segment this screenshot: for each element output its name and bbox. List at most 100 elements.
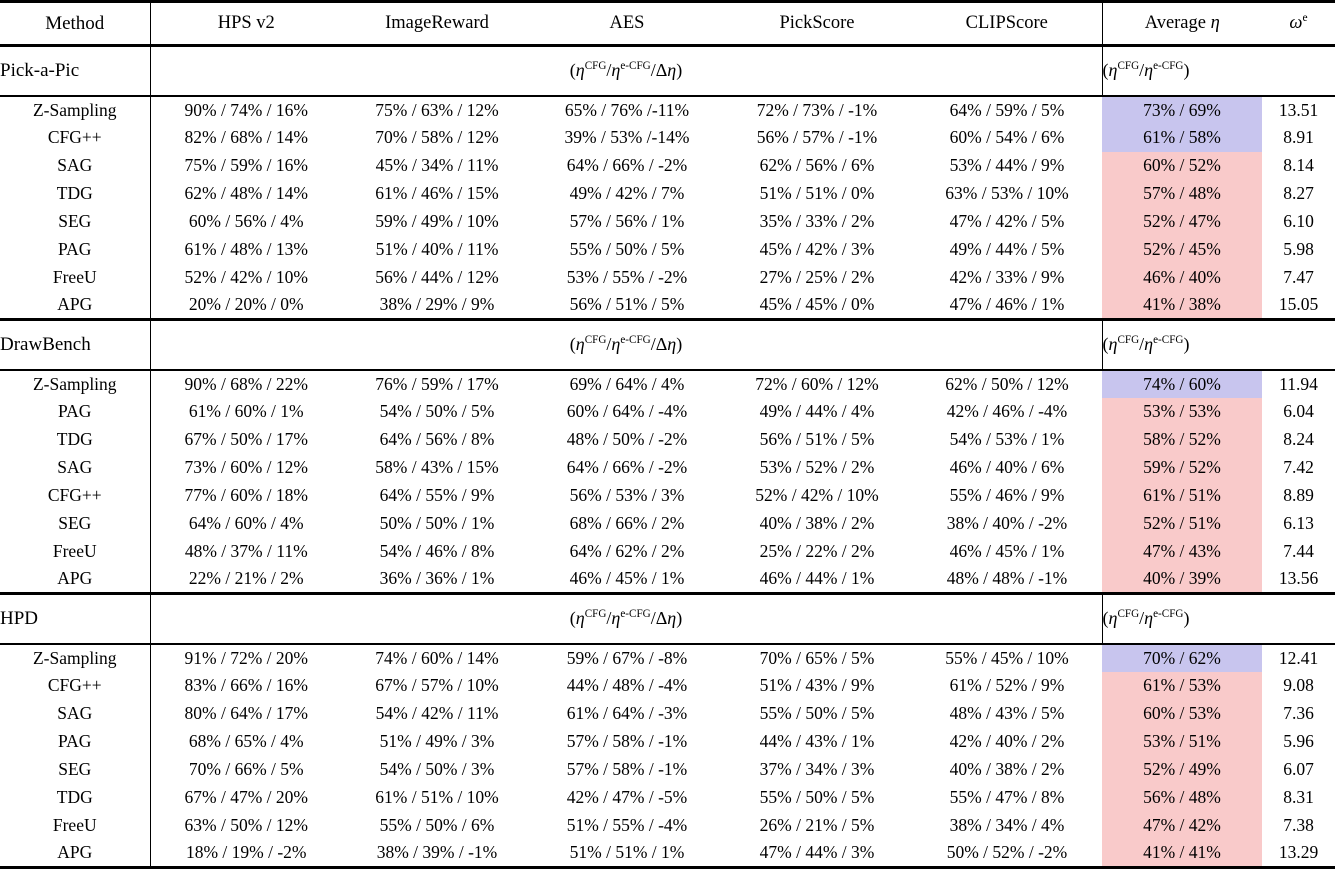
- row-freeu: FreeU 48% / 37% / 11% 54% / 46% / 8% 64% / …: [0, 537, 1335, 566]
- row-pag: PAG 61% / 60% / 1% 54% / 50% / 5% 60% / 64%…: [0, 397, 1335, 426]
- metric-value-cell: 51% / 43% / 9%: [759, 675, 875, 695]
- method-cell: Z-Sampling: [0, 95, 151, 124]
- metric-value-cell: 50% / 50% / 1%: [379, 513, 495, 533]
- paper-results-table-figure: Method HPS v2 ImageReward AES PickScore …: [0, 0, 1335, 869]
- row-pag: PAG 61% / 48% / 13% 51% / 40% / 11% 55% / 5…: [0, 235, 1335, 264]
- metric-value-cell: 68% / 66% / 2%: [569, 513, 685, 533]
- row-freeu: FreeU 63% / 50% / 12% 55% / 50% / 6% 51% / …: [0, 811, 1335, 840]
- metric-value-cell: 67% / 47% / 20%: [184, 787, 308, 807]
- metric-value-cell: 51% / 51% / 0%: [759, 183, 875, 203]
- metric-value-cell: 64% / 59% / 5%: [949, 99, 1065, 120]
- section-header-row: DrawBench (ηCFG/ηe-CFG/Δη) (ηCFG/ηe-CFG): [0, 319, 1335, 370]
- row-z-sampling: Z-Sampling 90% / 74% / 16% 75% / 63% / 12%…: [0, 95, 1335, 124]
- metric-value-cell: 46% / 40% / 6%: [949, 457, 1065, 477]
- average-value-cell: 47% / 42%: [1102, 811, 1262, 840]
- metric-value-cell: 73% / 60% / 12%: [184, 457, 308, 477]
- omega-value-cell: 7.38: [1283, 815, 1314, 835]
- method-cell: PAG: [0, 235, 151, 264]
- method-cell: PAG: [0, 397, 151, 426]
- row-sag: SAG 80% / 64% / 17% 54% / 42% / 11% 61% / 6…: [0, 699, 1335, 728]
- omega-value-cell: 13.29: [1278, 842, 1319, 863]
- method-cell: SEG: [0, 509, 151, 538]
- metric-value-cell: 49% / 42% / 7%: [569, 183, 685, 203]
- average-value-cell: 70% / 62%: [1102, 643, 1262, 672]
- metric-value-cell: 51% / 55% / -4%: [566, 815, 688, 835]
- metric-value-cell: 40% / 38% / 2%: [949, 759, 1065, 779]
- metric-value-cell: 60% / 56% / 4%: [188, 211, 304, 231]
- metric-value-cell: 61% / 51% / 10%: [375, 787, 499, 807]
- metric-value-cell: 55% / 45% / 10%: [945, 647, 1069, 668]
- metric-value-cell: 70% / 58% / 12%: [375, 127, 499, 147]
- metric-value-cell: 55% / 50% / 6%: [379, 815, 495, 835]
- metric-value-cell: 59% / 49% / 10%: [375, 211, 499, 231]
- average-value-cell: 53% / 51%: [1102, 727, 1262, 756]
- omega-value-cell: 7.44: [1283, 541, 1314, 561]
- metric-value-cell: 69% / 64% / 4%: [569, 373, 685, 394]
- metric-value-cell: 56% / 53% / 3%: [569, 485, 685, 505]
- average-formula: (ηCFG/ηe-CFG): [1101, 45, 1335, 96]
- metric-value-cell: 25% / 22% / 2%: [759, 541, 875, 561]
- average-value-cell: 40% / 39%: [1102, 565, 1262, 594]
- metric-value-cell: 72% / 60% / 12%: [755, 373, 879, 394]
- average-value-cell: 61% / 58%: [1102, 123, 1262, 152]
- method-cell: APG: [0, 565, 151, 594]
- metric-value-cell: 61% / 52% / 9%: [949, 675, 1065, 695]
- average-value-cell: 52% / 51%: [1102, 509, 1262, 538]
- row-tdg: TDG 62% / 48% / 14% 61% / 46% / 15% 49% / 4…: [0, 179, 1335, 208]
- method-cell: TDG: [0, 783, 151, 812]
- omega-value-cell: 7.42: [1283, 457, 1314, 477]
- method-column-header: Method: [0, 1, 151, 46]
- metric-value-cell: 48% / 50% / -2%: [566, 429, 688, 449]
- section-header-row: HPD (ηCFG/ηe-CFG/Δη) (ηCFG/ηe-CFG): [0, 593, 1335, 644]
- metric-value-cell: 38% / 39% / -1%: [376, 842, 498, 863]
- omega-value-cell: 13.56: [1278, 568, 1319, 589]
- metric-value-cell: 63% / 53% / 10%: [945, 183, 1069, 203]
- row-freeu: FreeU 52% / 42% / 10% 56% / 44% / 12% 53% /…: [0, 263, 1335, 292]
- metric-value-cell: 57% / 58% / -1%: [566, 731, 688, 751]
- metric-value-cell: 61% / 46% / 15%: [375, 183, 499, 203]
- section-title: Pick-a-Pic: [0, 45, 151, 96]
- metric-value-cell: 51% / 40% / 11%: [375, 239, 499, 259]
- metric-value-cell: 83% / 66% / 16%: [184, 675, 308, 695]
- metric-value-cell: 55% / 50% / 5%: [569, 239, 685, 259]
- column-header-row: Method HPS v2 ImageReward AES PickScore …: [0, 1, 1335, 46]
- metric-value-cell: 52% / 42% / 10%: [184, 267, 308, 287]
- metric-value-cell: 62% / 50% / 12%: [945, 373, 1069, 394]
- section-title: HPD: [0, 593, 151, 644]
- omega-value-cell: 6.04: [1283, 401, 1314, 421]
- method-cell: CFG++: [0, 481, 151, 510]
- metric-value-cell: 64% / 60% / 4%: [188, 513, 304, 533]
- metric-value-cell: 67% / 50% / 17%: [184, 429, 308, 449]
- method-cell: CFG++: [0, 671, 151, 700]
- metric-value-cell: 27% / 25% / 2%: [759, 267, 875, 287]
- metric-value-cell: 56% / 57% / -1%: [756, 127, 878, 147]
- metric-value-cell: 61% / 64% / -3%: [566, 703, 688, 723]
- average-value-cell: 58% / 52%: [1102, 425, 1262, 454]
- metric-value-cell: 67% / 57% / 10%: [375, 675, 499, 695]
- metric-value-cell: 55% / 46% / 9%: [949, 485, 1065, 505]
- metric-value-cell: 45% / 45% / 0%: [759, 294, 875, 315]
- metric-value-cell: 50% / 52% / -2%: [946, 842, 1068, 863]
- metric-value-cell: 62% / 48% / 14%: [184, 183, 308, 203]
- metric-value-cell: 80% / 64% / 17%: [184, 703, 308, 723]
- row-tdg: TDG 67% / 47% / 20% 61% / 51% / 10% 42% / 4…: [0, 783, 1335, 812]
- method-cell: FreeU: [0, 537, 151, 566]
- omega-value-cell: 12.41: [1278, 647, 1319, 668]
- metric-value-cell: 47% / 44% / 3%: [759, 842, 875, 863]
- metric-value-cell: 42% / 46% / -4%: [946, 401, 1068, 421]
- metric-value-cell: 54% / 50% / 3%: [379, 759, 495, 779]
- metric-value-cell: 60% / 64% / -4%: [566, 401, 688, 421]
- metric-value-cell: 38% / 34% / 4%: [949, 815, 1065, 835]
- metric-value-cell: 64% / 55% / 9%: [379, 485, 495, 505]
- row-sag: SAG 75% / 59% / 16% 45% / 34% / 11% 64% / 6…: [0, 151, 1335, 180]
- metric-value-cell: 37% / 34% / 3%: [759, 759, 875, 779]
- metric-value-cell: 53% / 44% / 9%: [949, 155, 1065, 175]
- average-value-cell: 56% / 48%: [1102, 783, 1262, 812]
- metric-value-cell: 53% / 55% / -2%: [566, 267, 688, 287]
- metric-value-cell: 57% / 56% / 1%: [569, 211, 685, 231]
- row-apg: APG 20% / 20% / 0% 38% / 29% / 9% 56% / 51%…: [0, 291, 1335, 320]
- omega-value-cell: 8.14: [1283, 155, 1314, 175]
- metric-value-cell: 52% / 42% / 10%: [755, 485, 879, 505]
- metric-value-cell: 64% / 66% / -2%: [566, 457, 688, 477]
- average-value-cell: 61% / 51%: [1102, 481, 1262, 510]
